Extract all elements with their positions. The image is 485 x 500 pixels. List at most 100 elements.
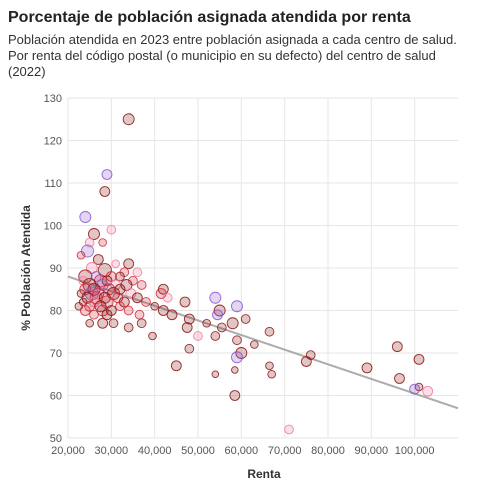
data-point	[413, 353, 425, 365]
data-point	[101, 169, 113, 180]
data-point	[115, 271, 125, 282]
data-point	[226, 317, 239, 330]
points-group	[74, 113, 434, 435]
y-tick-label: 130	[44, 93, 62, 105]
data-point	[250, 340, 259, 349]
data-point	[131, 292, 143, 304]
data-point	[202, 318, 211, 328]
x-tick-label: 30,000	[95, 445, 129, 457]
data-point	[114, 283, 126, 295]
data-point	[122, 113, 135, 126]
data-point	[141, 297, 151, 307]
data-point	[394, 373, 405, 384]
x-tick-label: 40,000	[138, 445, 172, 457]
data-point	[88, 228, 100, 240]
x-tick-label: 60,000	[225, 445, 259, 457]
data-point	[391, 341, 403, 353]
grid	[67, 97, 458, 439]
data-point	[98, 238, 107, 247]
data-point	[267, 369, 276, 379]
x-axis-label: Renta	[247, 467, 281, 481]
y-tick-label: 110	[44, 178, 62, 190]
data-point	[92, 254, 104, 265]
data-point	[209, 291, 222, 304]
data-point	[105, 305, 117, 316]
data-point	[422, 385, 434, 397]
data-point	[148, 331, 157, 341]
data-point	[229, 390, 241, 401]
trendline-group	[67, 275, 459, 410]
y-tick-label: 80	[50, 306, 62, 318]
data-point	[128, 275, 138, 286]
data-point	[235, 347, 248, 359]
data-point	[101, 275, 113, 287]
chart-subtitle: Población atendida en 2023 entre poblaci…	[8, 32, 480, 80]
data-point	[105, 271, 117, 282]
data-point	[284, 424, 294, 435]
data-point	[150, 301, 159, 311]
data-point	[101, 309, 113, 321]
data-point	[99, 186, 111, 197]
y-axis-label: % Población Atendida	[19, 205, 33, 331]
data-point	[89, 309, 99, 320]
data-point	[81, 291, 94, 304]
data-point	[232, 335, 242, 346]
y-tick-label: 90	[50, 263, 62, 275]
data-point	[265, 361, 274, 371]
data-point	[184, 343, 195, 354]
data-point	[231, 300, 243, 313]
data-point	[170, 360, 182, 372]
y-tick-label: 60	[50, 391, 62, 403]
data-point	[216, 322, 227, 333]
data-point	[106, 224, 117, 235]
data-point	[97, 317, 109, 329]
data-point	[108, 318, 119, 329]
data-point	[132, 267, 143, 278]
data-point	[210, 331, 221, 341]
x-tick-label: 80,000	[311, 445, 345, 457]
x-tick-label: 100,000	[395, 445, 435, 457]
y-tick-label: 120	[44, 136, 62, 148]
data-point	[179, 296, 191, 308]
x-tick-label: 20,000	[51, 445, 85, 457]
x-tick-label: 90,000	[355, 445, 389, 457]
data-point	[300, 356, 312, 367]
data-point	[193, 331, 203, 341]
data-point	[231, 351, 243, 364]
data-point	[111, 259, 120, 269]
data-point	[136, 280, 147, 290]
data-point	[166, 309, 178, 321]
data-point	[123, 258, 135, 270]
data-point	[96, 304, 109, 317]
data-point	[76, 250, 86, 260]
subtitle-line: Población atendida en 2023 entre poblaci…	[8, 32, 457, 47]
data-point	[211, 370, 220, 379]
y-tick-label: 50	[50, 433, 62, 445]
data-point	[123, 305, 134, 316]
data-point	[264, 326, 275, 337]
data-point	[409, 383, 421, 395]
data-point	[79, 211, 92, 223]
chart-title: Porcentaje de población asignada atendid…	[8, 9, 411, 26]
data-point	[181, 322, 193, 333]
data-point	[134, 309, 145, 320]
data-point	[136, 318, 147, 329]
data-point	[85, 318, 94, 328]
data-point	[87, 282, 101, 296]
ticks-group: 50 60 70 80 90 100 110 120 130 20,000 30,000 40,000…	[44, 93, 435, 457]
subtitle-line: Por renta del código postal (o municipio…	[8, 48, 436, 63]
data-point	[240, 314, 251, 324]
subtitle-line: (2022)	[8, 64, 46, 79]
trendline	[67, 275, 459, 410]
data-point	[123, 322, 134, 333]
data-point	[231, 366, 239, 374]
data-point	[361, 362, 373, 374]
y-tick-label: 70	[50, 348, 62, 360]
data-point	[79, 305, 91, 316]
data-point	[212, 309, 223, 321]
x-tick-label: 50,000	[181, 445, 215, 457]
x-tick-label: 70,000	[268, 445, 302, 457]
y-tick-label: 100	[44, 221, 62, 233]
data-point	[88, 296, 100, 308]
